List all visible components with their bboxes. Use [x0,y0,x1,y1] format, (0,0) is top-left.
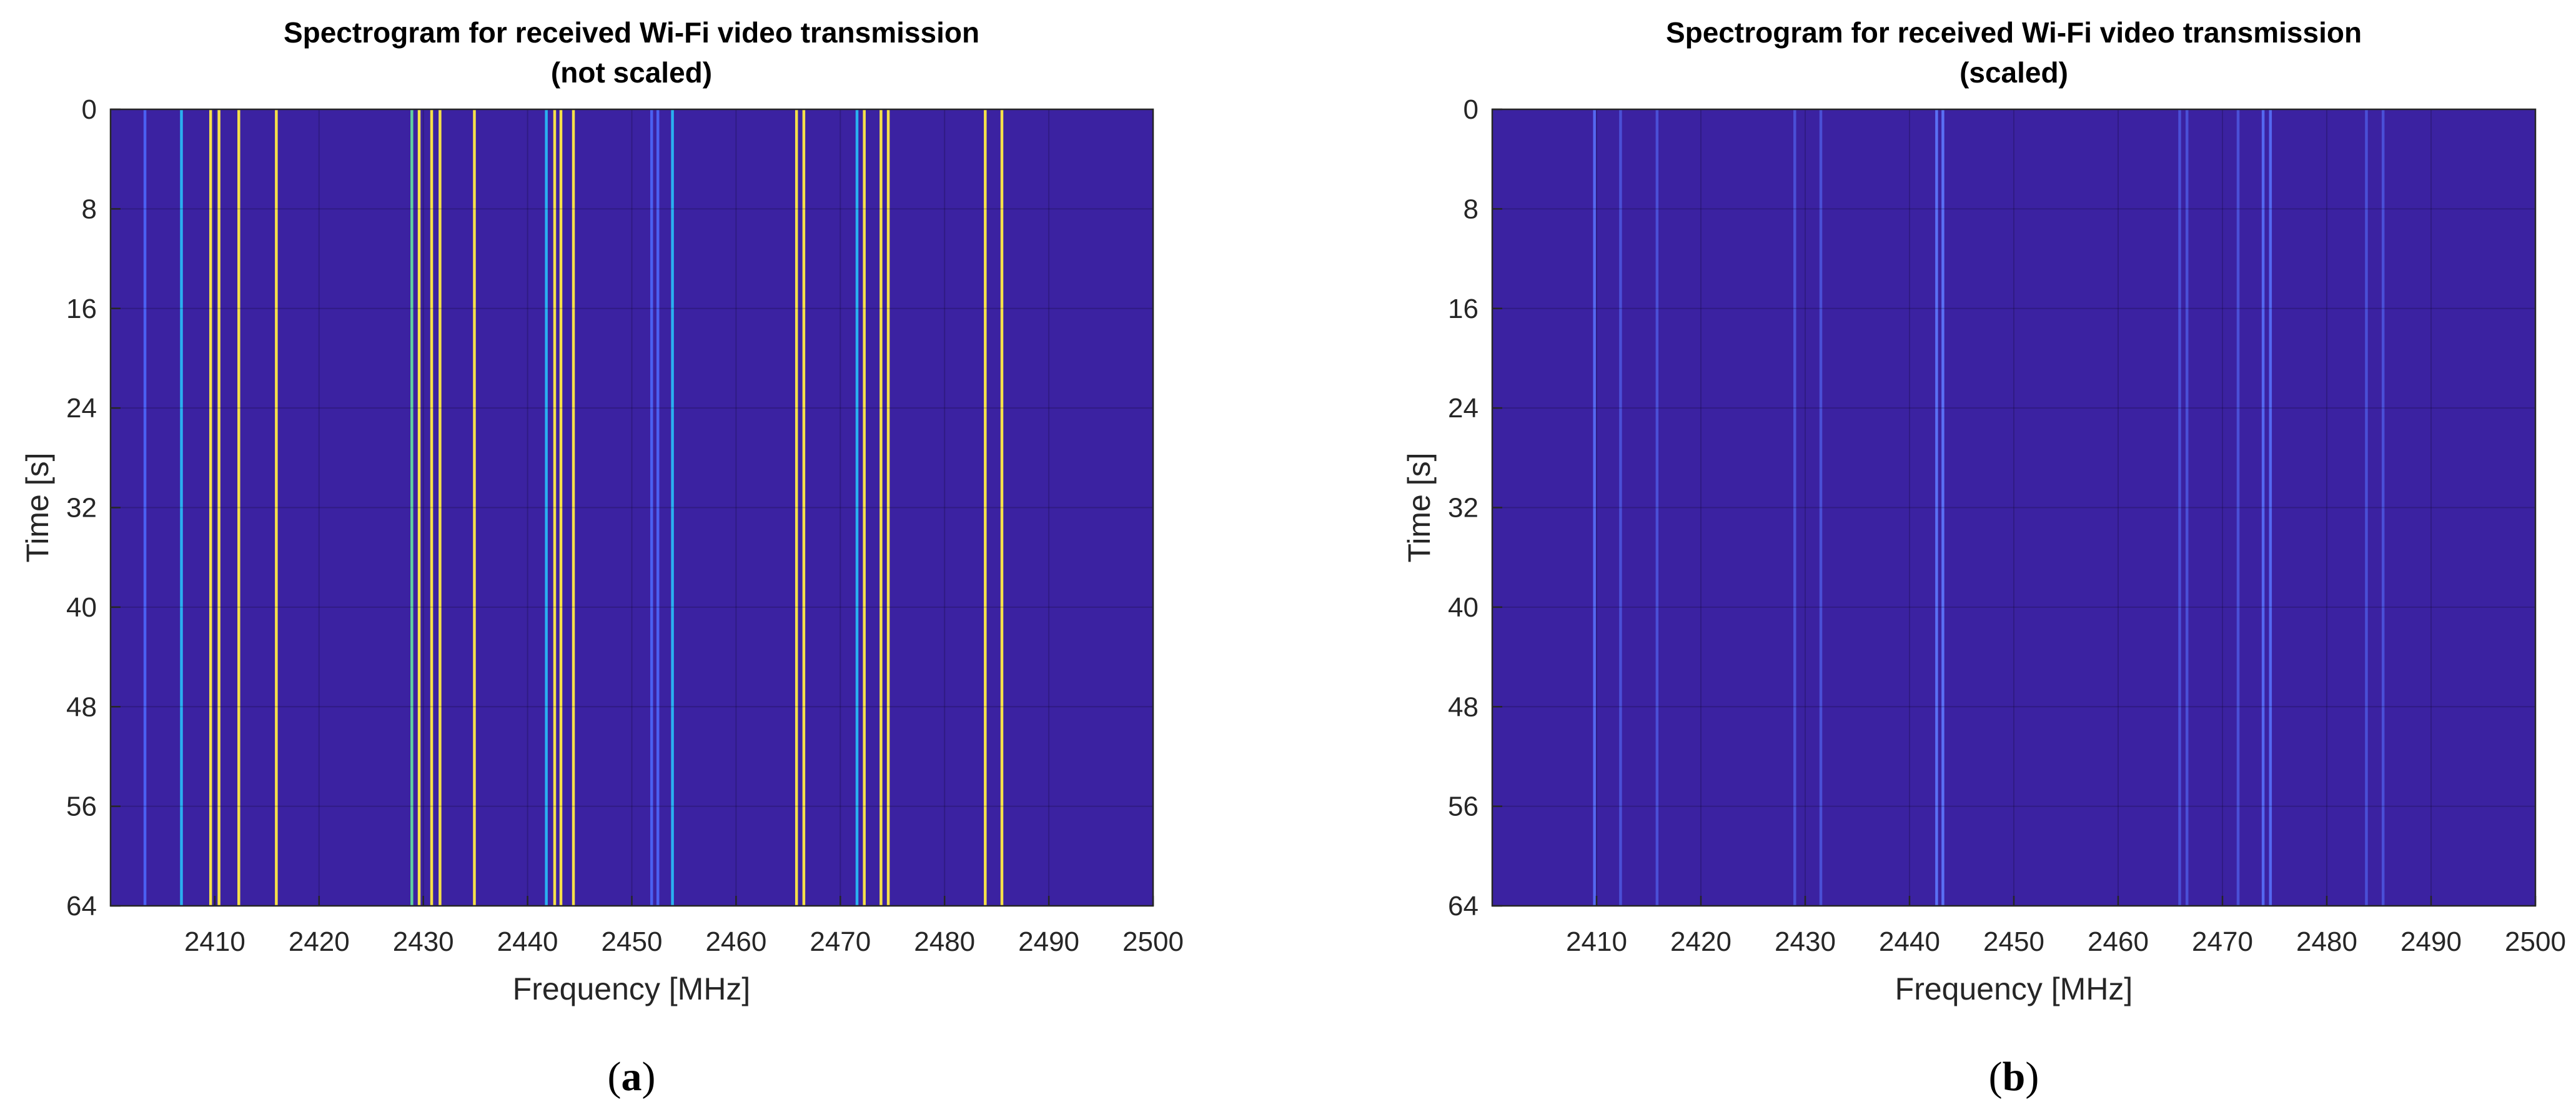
y-tick-label: 0 [1464,94,1479,125]
x-tick-label: 2470 [810,926,871,957]
chart-title: Spectrogram for received Wi-Fi video tra… [284,16,979,49]
y-tick-label: 56 [66,792,97,822]
x-tick-label: 2420 [1670,926,1731,957]
y-tick-label: 64 [66,891,97,921]
x-tick-label: 2440 [1879,926,1940,957]
panel-label: (a) [608,1054,656,1100]
panel-label: (b) [1989,1054,2039,1100]
y-tick-label: 32 [66,493,97,524]
x-tick-label: 2490 [1018,926,1079,957]
x-tick-label: 2410 [1566,926,1627,957]
x-tick-label: 2450 [1983,926,2044,957]
y-tick-label: 40 [1448,592,1479,623]
x-tick-label: 2420 [289,926,350,957]
x-tick-label: 2450 [602,926,663,957]
x-tick-label: 2460 [705,926,766,957]
y-tick-label: 16 [66,294,97,324]
chart-title: Spectrogram for received Wi-Fi video tra… [1666,16,2362,49]
x-tick-label: 2480 [2296,926,2357,957]
panel-b: 2410 2420 2430 2440 2450 2460 2470 2480 2490 2500… [1402,16,2566,1100]
y-tick-label: 32 [1448,493,1479,524]
x-axis-label: Frequency [MHz] [1895,971,2133,1006]
y-tick-label: 8 [1464,194,1479,224]
x-tick-label: 2480 [914,926,975,957]
panel-a: 2410 2420 2430 2440 2450 2460 2470 2480 2490 2500… [20,16,1184,1100]
x-tick-label: 2500 [2505,926,2566,957]
panel-letter: b [2003,1054,2026,1100]
y-tick-label: 64 [1448,891,1479,921]
x-tick-label: 2500 [1122,926,1184,957]
y-tick-label: 8 [82,194,97,224]
x-tick-label: 2440 [497,926,558,957]
x-tick-label: 2410 [184,926,245,957]
y-tick-label: 48 [66,692,97,722]
x-tick-label: 2490 [2400,926,2462,957]
y-tick-label: 24 [66,393,97,424]
x-tick-label: 2430 [393,926,454,957]
plot-area [1492,109,2535,906]
y-axis-label: Time [s] [1402,453,1437,563]
y-tick-label: 24 [1448,393,1479,424]
y-tick-label: 16 [1448,294,1479,324]
y-axis-label: Time [s] [20,453,55,563]
panel-letter: a [622,1054,642,1100]
x-axis-label: Frequency [MHz] [513,971,751,1006]
y-tick-label: 48 [1448,692,1479,722]
plot-area [111,109,1153,906]
x-tick-label: 2460 [2088,926,2149,957]
y-tick-label: 56 [1448,792,1479,822]
chart-subtitle: (not scaled) [551,56,712,89]
y-tick-label: 0 [82,94,97,125]
x-tick-label: 2430 [1775,926,1836,957]
x-tick-label: 2470 [2192,926,2253,957]
chart-subtitle: (scaled) [1959,56,2068,89]
y-tick-label: 40 [66,592,97,623]
